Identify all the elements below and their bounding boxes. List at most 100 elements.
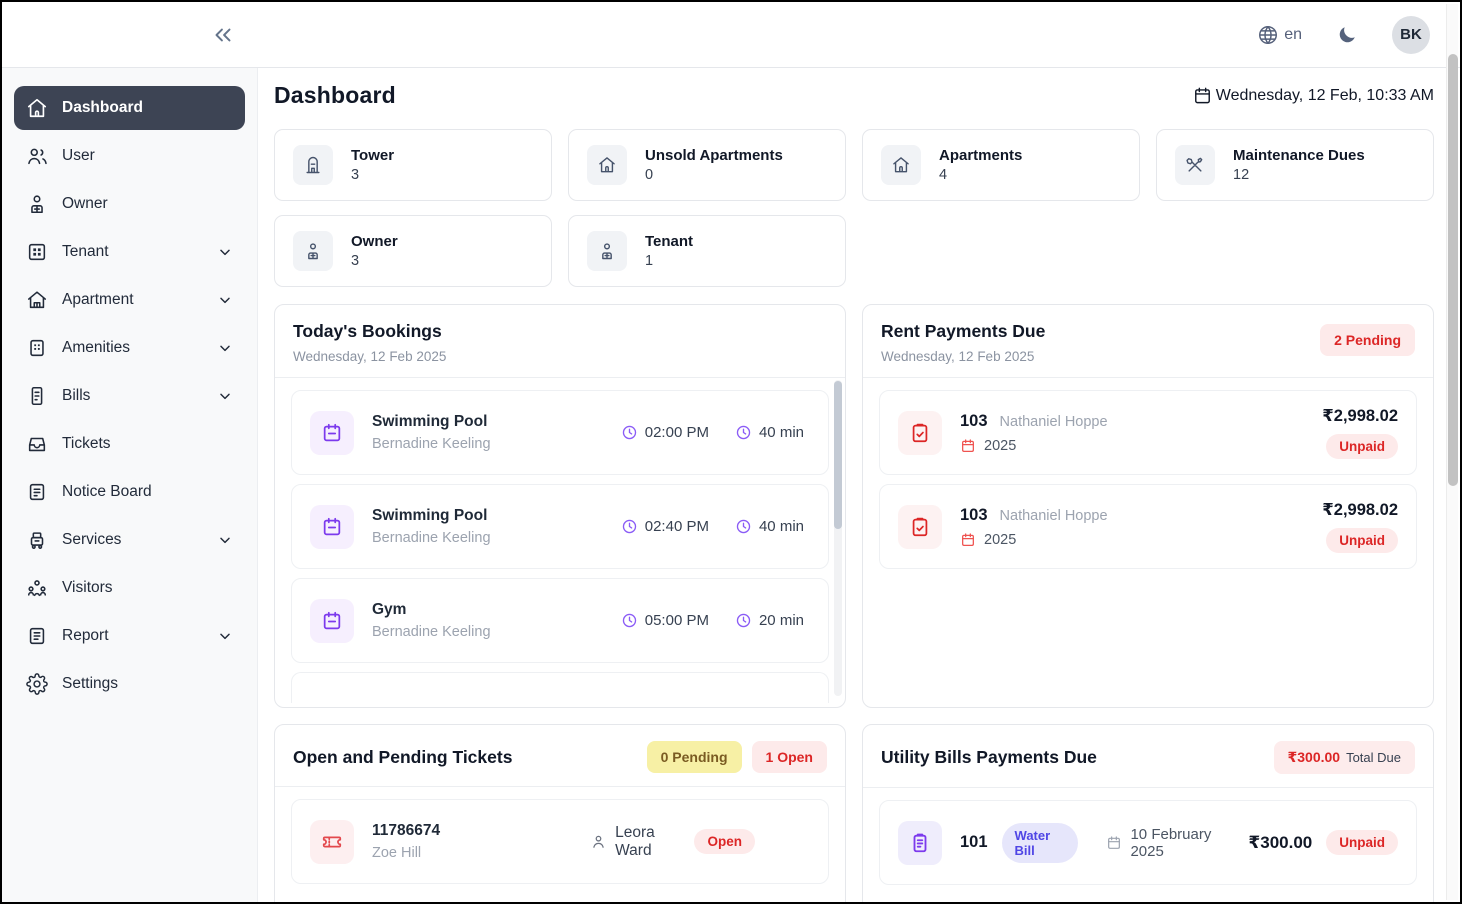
clock-icon [735, 424, 752, 441]
sidebar-item-bills[interactable]: Bills [14, 374, 245, 418]
rent-item[interactable]: 103 Nathaniel Hoppe 2025 ₹2,998.02 Unpaid [879, 390, 1417, 475]
ticket-assignee: Leora Ward [590, 824, 694, 860]
chevron-down-icon [217, 628, 233, 644]
calendar-icon [1106, 835, 1122, 851]
stat-card-maintenance-dues[interactable]: Maintenance Dues 12 [1156, 129, 1434, 201]
bookings-scrollbar-thumb[interactable] [834, 381, 842, 529]
page-scrollbar-thumb[interactable] [1448, 54, 1458, 486]
clipboard-check-icon [898, 410, 942, 455]
tenant-icon [26, 241, 48, 263]
booking-duration: 40 min [735, 518, 804, 535]
clock-icon [621, 518, 638, 535]
status-badge: Unpaid [1326, 830, 1398, 855]
sidebar-item-report[interactable]: Report [14, 614, 245, 658]
sidebar-collapse-button[interactable] [210, 22, 236, 48]
sidebar-item-amenities[interactable]: Amenities [14, 326, 245, 370]
calendar-icon [960, 438, 976, 454]
sidebar-item-label: Dashboard [62, 99, 143, 116]
sidebar-item-label: Notice Board [62, 483, 152, 500]
stats-grid: Tower 3 Unsold Apartments 0 Apartments 4 Ma… [274, 129, 1434, 287]
stat-card-tenant[interactable]: Tenant 1 [568, 215, 846, 287]
rent-list: 103 Nathaniel Hoppe 2025 ₹2,998.02 Unpaid [863, 378, 1433, 590]
booking-item[interactable]: Gym Bernadine Keeling 05:00 PM 20 min [291, 578, 829, 663]
rent-item[interactable]: 103 Nathaniel Hoppe 2025 ₹2,998.02 Unpaid [879, 484, 1417, 569]
calendar-icon [310, 410, 354, 455]
chevron-down-icon [217, 388, 233, 404]
sidebar-item-visitors[interactable]: Visitors [14, 566, 245, 610]
utility-bills-panel: Utility Bills Payments Due ₹300.00 Total … [862, 724, 1434, 902]
utility-list: 101 Water Bill 10 February 2025 ₹300.00 … [863, 788, 1433, 902]
rent-payments-panel: Rent Payments Due Wednesday, 12 Feb 2025… [862, 304, 1434, 708]
visitors-icon [26, 577, 48, 599]
clock-icon [621, 612, 638, 629]
utility-bill-item[interactable]: 101 Water Bill 10 February 2025 ₹300.00 … [879, 800, 1417, 885]
stat-card-apartments[interactable]: Apartments 4 [862, 129, 1140, 201]
page-scrollbar[interactable] [1446, 4, 1458, 900]
total-due-badge: ₹300.00 Total Due [1273, 741, 1415, 774]
globe-icon [1257, 24, 1279, 46]
tickets-panel: Open and Pending Tickets 0 Pending 1 Ope… [274, 724, 846, 902]
sidebar-item-dashboard[interactable]: Dashboard [14, 86, 245, 130]
sidebar-item-label: Tenant [62, 243, 109, 260]
sidebar-item-label: Tickets [62, 435, 111, 452]
status-badge: Open [694, 828, 755, 854]
sidebar-item-apartment[interactable]: Apartment [14, 278, 245, 322]
booking-time: 05:00 PM [621, 612, 709, 629]
stat-card-tower[interactable]: Tower 3 [274, 129, 552, 201]
booking-item-partially-visible[interactable] [291, 672, 829, 703]
calendar-icon [1193, 86, 1212, 105]
stat-card-unsold-apartments[interactable]: Unsold Apartments 0 [568, 129, 846, 201]
sidebar-item-notice-board[interactable]: Notice Board [14, 470, 245, 514]
services-icon [26, 529, 48, 551]
amenities-icon [26, 337, 48, 359]
clipboard-check-icon [898, 504, 942, 549]
sidebar-item-user[interactable]: User [14, 134, 245, 178]
main-content: Dashboard Wednesday, 12 Feb, 10:33 AM To… [258, 68, 1460, 902]
sidebar: Dashboard User Owner Tenant Apartment [2, 68, 258, 902]
panel-title: Today's Bookings [293, 321, 442, 341]
booking-item[interactable]: Swimming Pool Bernadine Keeling 02:00 PM… [291, 390, 829, 475]
bill-document-icon [898, 820, 942, 865]
booking-item[interactable]: Swimming Pool Bernadine Keeling 02:40 PM… [291, 484, 829, 569]
person-icon [590, 833, 607, 850]
sidebar-item-services[interactable]: Services [14, 518, 245, 562]
pending-count-badge: 0 Pending [646, 741, 742, 773]
sidebar-item-settings[interactable]: Settings [14, 662, 245, 706]
open-count-badge: 1 Open [751, 741, 827, 773]
calendar-icon [310, 598, 354, 643]
utility-unit: 101 [960, 833, 988, 851]
home-icon [587, 145, 627, 185]
stat-value: 12 [1233, 167, 1250, 183]
double-chevron-left-icon [210, 22, 236, 48]
sidebar-item-tickets[interactable]: Tickets [14, 422, 245, 466]
booking-person: Bernadine Keeling [372, 436, 491, 452]
stat-card-owner[interactable]: Owner 3 [274, 215, 552, 287]
report-icon [26, 625, 48, 647]
sidebar-item-label: Apartment [62, 291, 134, 308]
panel-subtitle: Wednesday, 12 Feb 2025 [293, 349, 447, 364]
panel-title: Rent Payments Due [881, 321, 1046, 341]
ticket-person: Zoe Hill [372, 845, 422, 861]
pending-count-badge: 2 Pending [1320, 324, 1415, 356]
sidebar-item-label: User [62, 147, 95, 164]
dark-mode-toggle[interactable] [1336, 24, 1358, 46]
bill-type-badge: Water Bill [1001, 822, 1079, 863]
booking-time: 02:00 PM [621, 424, 709, 441]
ticket-item[interactable]: 11786674 Zoe Hill Leora Ward Open [291, 799, 829, 884]
clock-icon [735, 518, 752, 535]
booking-name: Swimming Pool [372, 413, 488, 430]
sidebar-item-owner[interactable]: Owner [14, 182, 245, 226]
users-icon [26, 145, 48, 167]
language-selector[interactable]: en [1257, 24, 1302, 46]
datetime-label: Wednesday, 12 Feb, 10:33 AM [1215, 86, 1434, 104]
utility-amount: ₹300.00 [1248, 832, 1313, 852]
sidebar-item-label: Report [62, 627, 109, 644]
sidebar-item-tenant[interactable]: Tenant [14, 230, 245, 274]
user-avatar[interactable]: BK [1392, 15, 1430, 54]
current-datetime: Wednesday, 12 Feb, 10:33 AM [1193, 86, 1434, 105]
moon-icon [1336, 24, 1358, 46]
bookings-scrollbar[interactable] [834, 380, 842, 696]
booking-duration: 20 min [735, 612, 804, 629]
ticket-id: 11786674 [372, 822, 441, 839]
